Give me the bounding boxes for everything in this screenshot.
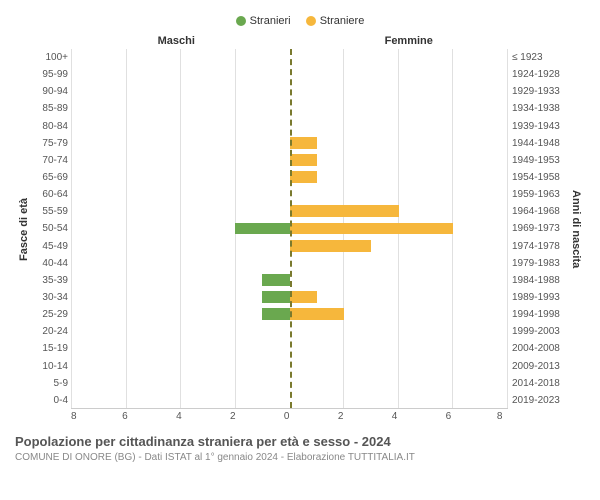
legend-item-female: Straniere — [306, 15, 365, 27]
y-axis-label-left: Fasce di età — [15, 49, 33, 409]
age-tick: 65-69 — [33, 169, 71, 186]
year-tick: ≤ 1923 — [512, 49, 567, 66]
x-tick: 2 — [338, 411, 344, 422]
center-divider — [290, 49, 292, 408]
bar-male — [262, 291, 289, 303]
x-tick: 4 — [176, 411, 182, 422]
y-axis-label-right: Anni di nascita — [567, 49, 585, 409]
bar-female — [290, 137, 317, 149]
legend: Stranieri Straniere — [15, 15, 585, 29]
legend-item-male: Stranieri — [236, 15, 291, 27]
age-tick: 95-99 — [33, 66, 71, 83]
chart-title: Popolazione per cittadinanza straniera p… — [15, 434, 585, 449]
year-tick: 2004-2008 — [512, 340, 567, 357]
x-tick: 6 — [122, 411, 128, 422]
year-tick: 1994-1998 — [512, 306, 567, 323]
bar-female — [290, 240, 372, 252]
bar-male — [262, 274, 289, 286]
year-tick: 2019-2023 — [512, 392, 567, 409]
age-tick: 90-94 — [33, 83, 71, 100]
age-tick: 85-89 — [33, 100, 71, 117]
header-female: Femmine — [293, 35, 526, 47]
header-male: Maschi — [60, 35, 293, 47]
age-tick: 10-14 — [33, 358, 71, 375]
chart-subtitle: COMUNE DI ONORE (BG) - Dati ISTAT al 1° … — [15, 452, 585, 463]
year-tick: 1929-1933 — [512, 83, 567, 100]
bar-female — [290, 223, 454, 235]
bar-male — [262, 308, 289, 320]
year-tick: 1949-1953 — [512, 152, 567, 169]
bar-female — [290, 291, 317, 303]
year-tick: 1944-1948 — [512, 135, 567, 152]
x-axis: 8 6 4 2 0 2 4 6 8 — [15, 411, 585, 422]
year-tick: 1934-1938 — [512, 100, 567, 117]
year-tick: 1999-2003 — [512, 323, 567, 340]
year-tick: 2014-2018 — [512, 375, 567, 392]
age-axis: 100+95-9990-9485-8980-8475-7970-7465-696… — [33, 49, 71, 409]
bar-female — [290, 154, 317, 166]
bar-female — [290, 171, 317, 183]
age-tick: 40-44 — [33, 255, 71, 272]
bar-female — [290, 205, 399, 217]
year-tick: 1964-1968 — [512, 203, 567, 220]
circle-icon — [306, 16, 316, 26]
age-tick: 20-24 — [33, 323, 71, 340]
year-tick: 1974-1978 — [512, 238, 567, 255]
x-tick: 6 — [446, 411, 452, 422]
age-tick: 50-54 — [33, 220, 71, 237]
age-tick: 75-79 — [33, 135, 71, 152]
year-axis: ≤ 19231924-19281929-19331934-19381939-19… — [508, 49, 567, 409]
age-tick: 80-84 — [33, 118, 71, 135]
column-headers: Maschi Femmine — [15, 35, 585, 47]
year-tick: 1954-1958 — [512, 169, 567, 186]
age-tick: 60-64 — [33, 186, 71, 203]
x-tick: 0 — [284, 411, 290, 422]
circle-icon — [236, 16, 246, 26]
plot-area — [71, 49, 508, 409]
x-tick: 4 — [392, 411, 398, 422]
bar-female — [290, 308, 345, 320]
x-tick: 8 — [497, 411, 503, 422]
legend-label-female: Straniere — [320, 15, 365, 27]
age-tick: 45-49 — [33, 238, 71, 255]
age-tick: 0-4 — [33, 392, 71, 409]
year-tick: 1969-1973 — [512, 220, 567, 237]
age-tick: 25-29 — [33, 306, 71, 323]
year-tick: 1984-1988 — [512, 272, 567, 289]
age-tick: 35-39 — [33, 272, 71, 289]
bar-male — [235, 223, 290, 235]
age-tick: 15-19 — [33, 340, 71, 357]
chart: Fasce di età 100+95-9990-9485-8980-8475-… — [15, 49, 585, 409]
year-tick: 1959-1963 — [512, 186, 567, 203]
x-tick: 2 — [230, 411, 236, 422]
year-tick: 1939-1943 — [512, 118, 567, 135]
year-tick: 1979-1983 — [512, 255, 567, 272]
year-tick: 1989-1993 — [512, 289, 567, 306]
legend-label-male: Stranieri — [250, 15, 291, 27]
age-tick: 5-9 — [33, 375, 71, 392]
year-tick: 2009-2013 — [512, 358, 567, 375]
age-tick: 70-74 — [33, 152, 71, 169]
age-tick: 55-59 — [33, 203, 71, 220]
x-tick: 8 — [71, 411, 77, 422]
age-tick: 100+ — [33, 49, 71, 66]
age-tick: 30-34 — [33, 289, 71, 306]
year-tick: 1924-1928 — [512, 66, 567, 83]
